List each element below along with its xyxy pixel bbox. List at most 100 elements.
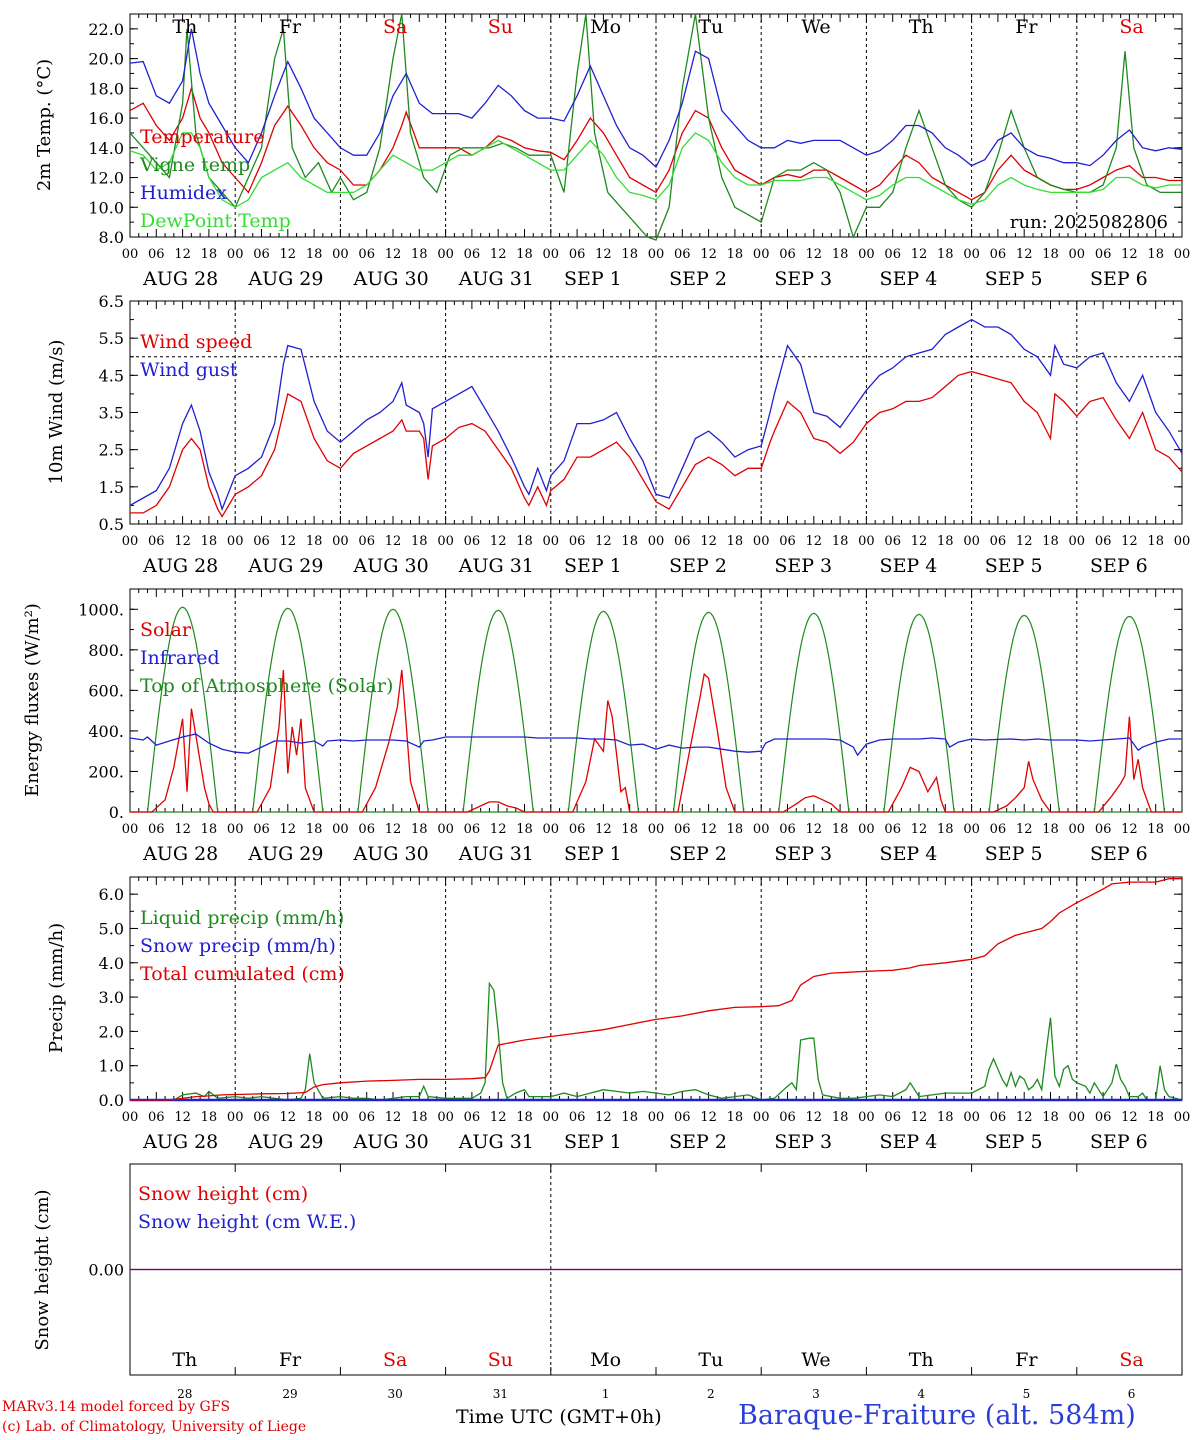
hour-label: 00 — [543, 822, 560, 837]
hour-label: 00 — [332, 247, 349, 262]
hour-label: 06 — [148, 534, 165, 549]
y-tick-label: 12.0 — [88, 169, 124, 188]
lab-credit: (c) Lab. of Climatology, University of L… — [2, 1419, 307, 1435]
day-name-top: Th — [172, 16, 197, 38]
hour-label: 18 — [727, 1110, 744, 1125]
hour-label: 12 — [280, 822, 297, 837]
hour-label: 18 — [1042, 822, 1059, 837]
date-label: AUG 28 — [142, 1131, 218, 1153]
legend-entry: Snow precip (mm/h) — [140, 935, 336, 957]
y-tick-label: 3.5 — [99, 404, 124, 423]
hour-label: 00 — [963, 822, 980, 837]
legend-entry: Top of Atmosphere (Solar) — [140, 675, 393, 697]
day-name-top: Fr — [279, 16, 302, 38]
hour-label: 00 — [437, 822, 454, 837]
hour-label: 18 — [306, 247, 323, 262]
toa-solar-line — [778, 612, 850, 813]
hour-label: 06 — [1095, 822, 1112, 837]
hour-label: 18 — [832, 1110, 849, 1125]
date-label: SEP 6 — [1090, 555, 1148, 577]
hour-label: 12 — [1016, 247, 1033, 262]
hour-label: 12 — [700, 822, 717, 837]
hour-label: 00 — [963, 534, 980, 549]
hour-label: 18 — [516, 822, 533, 837]
day-number: 29 — [282, 1387, 297, 1400]
hour-label: 06 — [253, 534, 270, 549]
date-label: AUG 28 — [142, 555, 218, 577]
hour-label: 12 — [280, 534, 297, 549]
hour-label: 18 — [727, 534, 744, 549]
y-tick-label: 10.0 — [88, 198, 124, 217]
legend-entry: Wind gust — [140, 359, 238, 381]
time-axis-label: Time UTC (GMT+0h) — [456, 1406, 662, 1428]
run-label: run: 2025082806 — [1010, 212, 1168, 233]
hour-label: 00 — [122, 247, 139, 262]
hour-label: 12 — [280, 1110, 297, 1125]
hour-label: 12 — [595, 822, 612, 837]
hour-label: 12 — [385, 247, 402, 262]
date-label: SEP 5 — [985, 268, 1043, 290]
day-name-bottom: Sa — [383, 1349, 407, 1371]
hour-label: 18 — [1147, 822, 1164, 837]
day-name-bottom: Mo — [590, 1349, 621, 1371]
model-credit: MARv3.14 model forced by GFS — [2, 1399, 231, 1415]
hour-label: 12 — [1016, 1110, 1033, 1125]
hour-label: 06 — [358, 822, 375, 837]
hour-label: 00 — [332, 1110, 349, 1125]
hour-label: 00 — [753, 1110, 770, 1125]
hour-label: 00 — [648, 534, 665, 549]
legend-entry: Snow height (cm) — [138, 1183, 308, 1205]
y-tick-label: 200. — [88, 762, 124, 781]
series-line — [129, 13, 1182, 241]
hour-label: 18 — [201, 822, 218, 837]
hour-label: 00 — [1069, 247, 1086, 262]
hour-label: 18 — [306, 534, 323, 549]
hour-label: 06 — [148, 247, 165, 262]
toa-solar-line — [672, 611, 745, 813]
hour-label: 00 — [963, 247, 980, 262]
hour-label: 18 — [621, 247, 638, 262]
hour-label: 00 — [543, 534, 560, 549]
y-tick-label: 0.0 — [99, 1091, 124, 1110]
legend-entry: Infrared — [140, 647, 220, 669]
hour-label: 12 — [806, 1110, 823, 1125]
toa-solar-line — [357, 608, 429, 813]
y-tick-label: 4.0 — [99, 954, 124, 973]
hour-label: 00 — [122, 822, 139, 837]
hour-label: 00 — [543, 1110, 560, 1125]
hour-label: 06 — [358, 534, 375, 549]
date-label: AUG 31 — [458, 1131, 534, 1153]
day-number: 4 — [917, 1387, 925, 1400]
hour-label: 00 — [753, 822, 770, 837]
toa-solar-line — [988, 614, 1060, 813]
hour-label: 00 — [1174, 822, 1191, 837]
series-line — [129, 28, 1183, 169]
hour-label: 06 — [674, 822, 691, 837]
y-tick-label: 1.0 — [99, 1057, 124, 1076]
hour-label: 12 — [700, 534, 717, 549]
hour-label: 06 — [569, 822, 586, 837]
hour-label: 18 — [937, 1110, 954, 1125]
hour-label: 06 — [253, 247, 270, 262]
hour-label: 06 — [253, 822, 270, 837]
hour-label: 12 — [174, 534, 191, 549]
y-tick-label: 1.5 — [99, 478, 124, 497]
y-tick-label: 0. — [109, 803, 124, 822]
hour-label: 12 — [490, 247, 507, 262]
legend-entry: Liquid precip (mm/h) — [140, 907, 344, 929]
hour-label: 18 — [516, 534, 533, 549]
hour-label: 18 — [1147, 534, 1164, 549]
hour-label: 06 — [148, 1110, 165, 1125]
hour-label: 00 — [227, 1110, 244, 1125]
y-tick-label: 18.0 — [88, 79, 124, 98]
hour-label: 18 — [937, 247, 954, 262]
hour-label: 00 — [858, 822, 875, 837]
date-label: AUG 28 — [142, 843, 218, 865]
hour-label: 18 — [937, 822, 954, 837]
y-tick-label: 5.0 — [99, 919, 124, 938]
hour-label: 00 — [753, 247, 770, 262]
hour-label: 00 — [227, 247, 244, 262]
date-label: SEP 6 — [1090, 1131, 1148, 1153]
toa-solar-line — [462, 609, 534, 813]
legend-entry: DewPoint Temp — [140, 210, 291, 232]
